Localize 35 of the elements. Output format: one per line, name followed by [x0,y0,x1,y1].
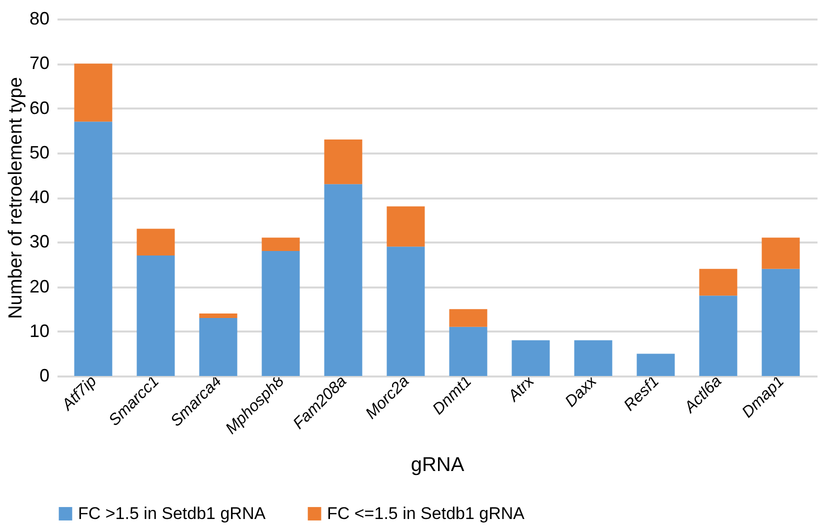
y-tick-label: 0 [39,366,50,386]
bar [136,228,175,256]
y-tick-label: 10 [29,320,50,341]
legend-label: FC <=1.5 in Setdb1 gRNA [327,504,526,523]
y-tick-label: 50 [29,142,50,162]
x-axis-title: gRNA [410,454,465,476]
bar [386,246,425,376]
bar [136,256,175,376]
bar [262,238,300,252]
bar [574,340,612,376]
y-tick-label: 70 [29,53,50,74]
bar [699,296,738,376]
y-tick-label: 60 [29,98,50,118]
bar [636,354,675,376]
bar [699,268,738,296]
y-tick-label: 30 [29,232,50,252]
y-tick-label: 40 [29,187,50,207]
bar [762,268,800,376]
bar [324,139,362,184]
bar [74,64,112,122]
y-axis-title: Number of retroelement type [5,77,26,319]
bar [324,184,362,376]
legend-label: FC >1.5 in Setdb1 gRNA [78,504,266,523]
x-tick-label: Atrx [504,372,538,406]
bar [449,326,488,376]
y-tick-label: 80 [29,8,50,28]
bar [512,340,550,376]
bar [386,206,425,247]
bar [199,318,238,376]
bar [199,314,238,318]
bar [449,309,488,327]
bar [262,251,300,376]
bar [762,238,800,269]
y-tick-label: 20 [29,276,50,296]
bar [74,122,112,376]
